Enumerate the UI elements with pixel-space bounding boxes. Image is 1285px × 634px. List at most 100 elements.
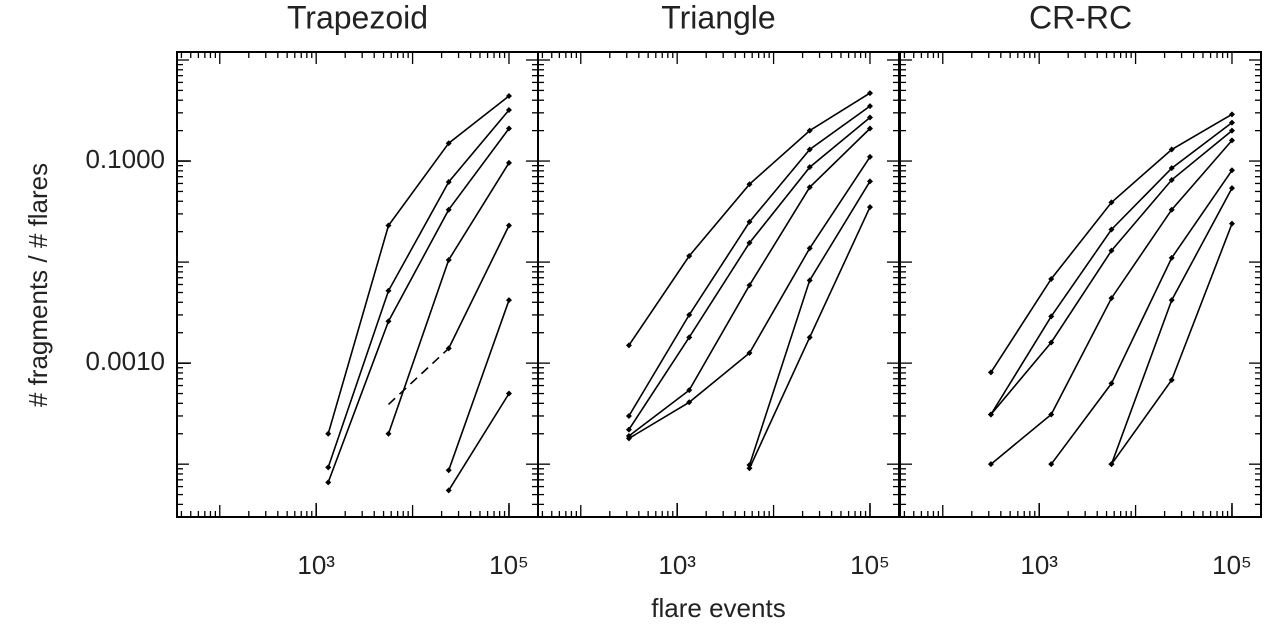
data-point xyxy=(1228,111,1235,118)
data-point xyxy=(1048,411,1055,418)
data-point xyxy=(445,140,452,147)
data-point xyxy=(1108,461,1115,468)
data-point xyxy=(505,390,512,397)
data-point xyxy=(325,464,332,471)
data-point xyxy=(505,159,512,166)
x-tick-label: 10³ xyxy=(297,550,335,580)
panel-title: Triangle xyxy=(661,0,775,35)
x-tick-label: 10³ xyxy=(658,550,696,580)
plot-frame xyxy=(899,51,1262,518)
y-axis-label: # fragments / # flares xyxy=(23,163,53,407)
data-point xyxy=(1228,220,1235,227)
panel-title: CR-RC xyxy=(1029,0,1132,35)
data-point xyxy=(1108,380,1115,387)
data-point xyxy=(1168,176,1175,183)
series-line xyxy=(327,109,510,468)
series-line xyxy=(628,105,871,417)
plot-frame xyxy=(176,51,539,518)
data-point xyxy=(806,127,813,134)
x-axis-label: flare events xyxy=(651,593,785,623)
data-point xyxy=(445,179,452,186)
data-point xyxy=(866,103,873,110)
data-point xyxy=(806,184,813,191)
data-point xyxy=(866,153,873,160)
data-point xyxy=(445,206,452,213)
data-point xyxy=(505,93,512,100)
series-line xyxy=(628,156,871,440)
panel-title: Trapezoid xyxy=(287,0,428,35)
series-line xyxy=(990,113,1233,373)
data-point xyxy=(1048,276,1055,283)
data-point xyxy=(445,345,452,352)
x-tick-label: 10⁵ xyxy=(850,550,890,580)
data-point xyxy=(746,282,753,289)
data-point xyxy=(1228,137,1235,144)
series-line xyxy=(748,180,871,466)
data-point xyxy=(1228,167,1235,174)
data-point xyxy=(1168,146,1175,153)
data-point xyxy=(325,479,332,486)
data-point xyxy=(505,125,512,132)
data-point xyxy=(1108,295,1115,302)
data-point xyxy=(806,146,813,153)
data-point xyxy=(1228,127,1235,134)
series-line xyxy=(990,129,1233,416)
data-point xyxy=(866,125,873,132)
y-tick-label: 0.1000 xyxy=(85,144,165,174)
data-point xyxy=(806,334,813,341)
series-line xyxy=(1050,169,1233,465)
data-point xyxy=(866,114,873,121)
data-point xyxy=(385,287,392,294)
data-point xyxy=(1048,339,1055,346)
data-point xyxy=(1168,377,1175,384)
data-point xyxy=(1168,165,1175,172)
data-point xyxy=(806,277,813,284)
series-line xyxy=(327,95,510,435)
data-point xyxy=(686,252,693,259)
data-point xyxy=(625,342,632,349)
data-point xyxy=(746,349,753,356)
data-point xyxy=(746,218,753,225)
data-point xyxy=(1168,297,1175,304)
series-line xyxy=(447,299,510,471)
data-point xyxy=(1108,247,1115,254)
data-point xyxy=(1168,254,1175,261)
data-point xyxy=(505,297,512,304)
data-point xyxy=(445,256,452,263)
x-tick-label: 10³ xyxy=(1020,550,1058,580)
data-point xyxy=(866,90,873,97)
data-point xyxy=(1168,206,1175,213)
data-point xyxy=(385,430,392,437)
data-point xyxy=(445,487,452,494)
data-point xyxy=(1108,199,1115,206)
series-line xyxy=(448,393,510,491)
data-point xyxy=(987,461,994,468)
data-point xyxy=(385,222,392,229)
data-point xyxy=(686,399,693,406)
data-point xyxy=(625,435,632,442)
data-point xyxy=(746,181,753,188)
data-point xyxy=(987,369,994,376)
data-point xyxy=(1108,226,1115,233)
data-point xyxy=(806,245,813,252)
data-point xyxy=(866,204,873,211)
data-point xyxy=(325,430,332,437)
data-point xyxy=(806,164,813,171)
data-point xyxy=(625,412,632,419)
data-point xyxy=(445,467,452,474)
data-point xyxy=(987,411,994,418)
y-tick-label: 0.0010 xyxy=(85,346,165,376)
data-point xyxy=(1228,185,1235,192)
data-point xyxy=(686,387,693,394)
data-point xyxy=(505,222,512,229)
data-point xyxy=(1048,313,1055,320)
data-point xyxy=(1048,461,1055,468)
series-line xyxy=(447,225,510,349)
data-point xyxy=(746,465,753,472)
data-point xyxy=(686,334,693,341)
series-line xyxy=(327,128,510,483)
series-line xyxy=(387,347,450,405)
data-point xyxy=(1228,119,1235,126)
